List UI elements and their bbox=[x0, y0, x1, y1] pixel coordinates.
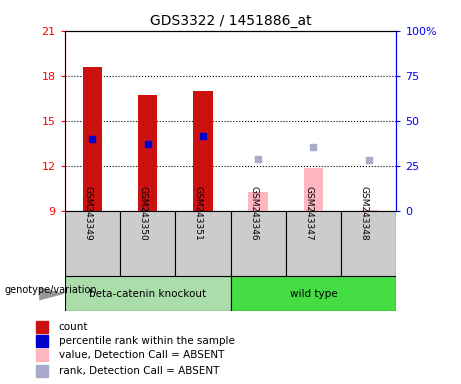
Text: wild type: wild type bbox=[290, 289, 337, 299]
Text: beta-catenin knockout: beta-catenin knockout bbox=[89, 289, 206, 299]
Bar bbox=[341, 211, 396, 276]
Bar bbox=[36, 321, 47, 333]
Bar bbox=[304, 167, 323, 211]
Point bbox=[254, 156, 262, 162]
Bar bbox=[230, 276, 396, 311]
Text: count: count bbox=[59, 322, 89, 332]
Text: GSM243349: GSM243349 bbox=[83, 186, 92, 240]
Text: GSM243346: GSM243346 bbox=[249, 186, 258, 240]
Text: rank, Detection Call = ABSENT: rank, Detection Call = ABSENT bbox=[59, 366, 219, 376]
Point bbox=[144, 141, 151, 147]
Polygon shape bbox=[39, 287, 65, 300]
Point bbox=[199, 133, 207, 139]
Text: GSM243350: GSM243350 bbox=[138, 186, 148, 240]
Bar bbox=[286, 211, 341, 276]
Bar bbox=[175, 211, 230, 276]
Title: GDS3322 / 1451886_at: GDS3322 / 1451886_at bbox=[150, 14, 311, 28]
Point bbox=[365, 157, 372, 163]
Bar bbox=[230, 211, 286, 276]
Bar bbox=[138, 95, 157, 211]
Bar bbox=[65, 211, 120, 276]
Bar bbox=[248, 192, 268, 211]
Bar bbox=[36, 349, 47, 361]
Bar bbox=[36, 335, 47, 347]
Text: value, Detection Call = ABSENT: value, Detection Call = ABSENT bbox=[59, 350, 224, 360]
Bar bbox=[359, 210, 378, 211]
Bar bbox=[120, 211, 175, 276]
Bar bbox=[65, 276, 230, 311]
Text: genotype/variation: genotype/variation bbox=[5, 285, 97, 295]
Text: GSM243347: GSM243347 bbox=[304, 186, 313, 240]
Bar bbox=[36, 365, 47, 377]
Text: GSM243351: GSM243351 bbox=[194, 186, 203, 240]
Point bbox=[310, 144, 317, 150]
Text: percentile rank within the sample: percentile rank within the sample bbox=[59, 336, 235, 346]
Bar bbox=[193, 91, 213, 211]
Point bbox=[89, 136, 96, 142]
Bar bbox=[83, 67, 102, 211]
Text: GSM243348: GSM243348 bbox=[360, 186, 369, 240]
